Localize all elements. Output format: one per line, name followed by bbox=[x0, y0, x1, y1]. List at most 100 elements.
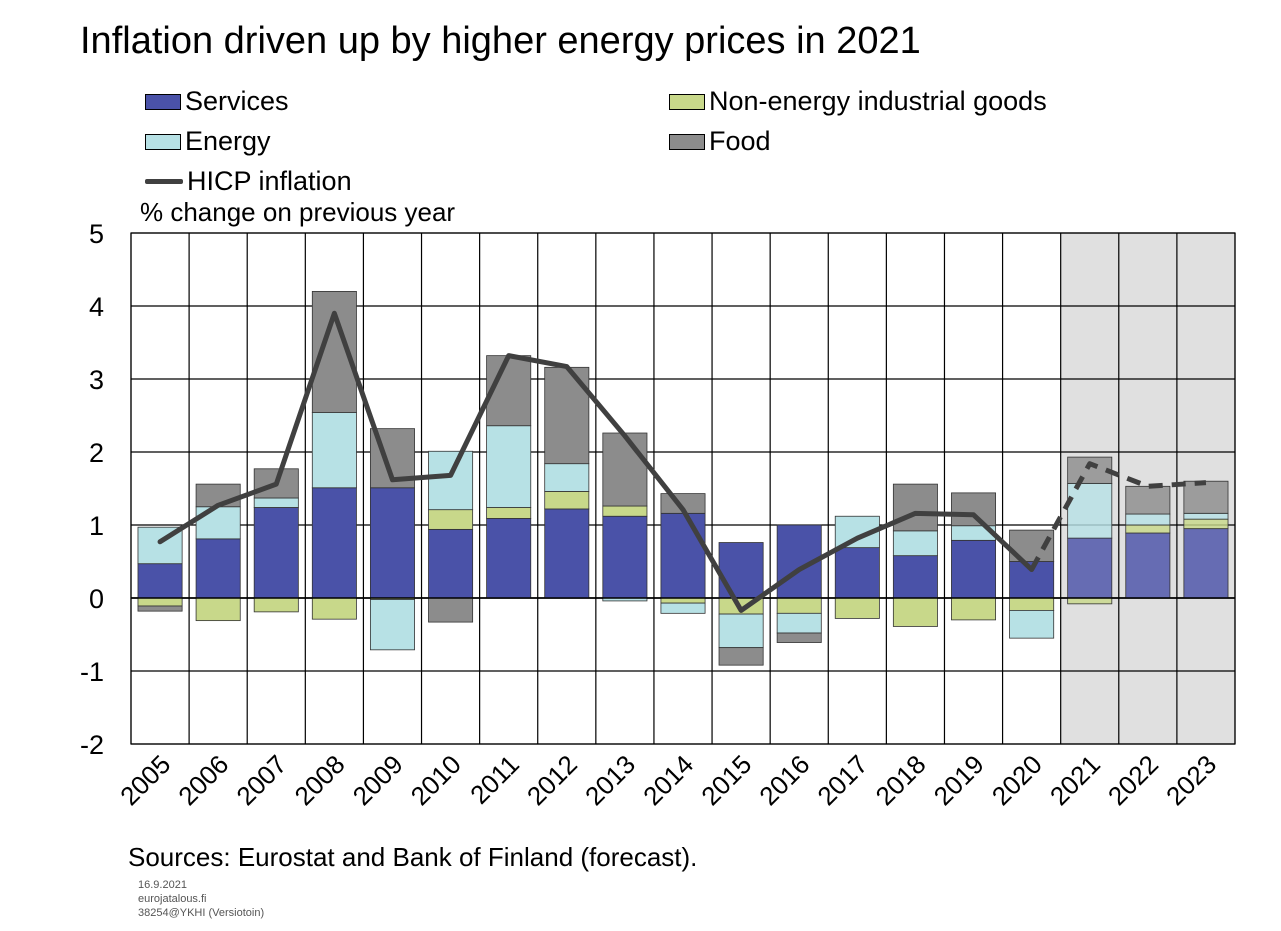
x-tick-label: 2021 bbox=[1044, 749, 1106, 811]
bar-services bbox=[1125, 532, 1171, 599]
legend-services-label: Services bbox=[185, 86, 289, 116]
bar-nonenergy bbox=[428, 509, 474, 530]
bar-services bbox=[1183, 528, 1229, 599]
x-tick-label: 2017 bbox=[811, 749, 873, 811]
bar-energy bbox=[1067, 482, 1113, 539]
bar-nonenergy bbox=[1009, 597, 1055, 611]
legend-energy-swatch bbox=[145, 133, 181, 150]
y-tick-label: 5 bbox=[89, 219, 104, 249]
bar-nonenergy bbox=[544, 491, 590, 510]
x-tick-label: 2015 bbox=[695, 749, 757, 811]
bar-food bbox=[1183, 480, 1229, 514]
bar-nonenergy bbox=[253, 597, 299, 613]
x-tick-label: 2007 bbox=[230, 749, 292, 811]
bar-nonenergy bbox=[486, 507, 532, 519]
bar-food bbox=[137, 605, 183, 612]
bar-services bbox=[311, 487, 357, 599]
bar-energy bbox=[195, 506, 241, 540]
bar-energy bbox=[544, 463, 590, 492]
bar-nonenergy bbox=[602, 505, 648, 517]
bar-services bbox=[544, 508, 590, 599]
plot-frame bbox=[130, 232, 1236, 745]
y-tick-label: 4 bbox=[89, 292, 104, 322]
sources-note: Sources: Eurostat and Bank of Finland (f… bbox=[128, 842, 698, 872]
bar-nonenergy bbox=[1067, 597, 1113, 605]
bar-energy bbox=[892, 530, 938, 557]
x-tick-label: 2010 bbox=[405, 749, 467, 811]
hicp-line-forecast bbox=[1029, 461, 1207, 571]
legend-food-swatch bbox=[669, 133, 705, 150]
bar-energy bbox=[311, 412, 357, 489]
bar-energy bbox=[253, 497, 299, 508]
bar-services bbox=[834, 547, 880, 599]
footer: 16.9.2021 eurojatalous.fi 38254@YKHI (Ve… bbox=[138, 878, 264, 920]
bar-nonenergy bbox=[776, 597, 822, 614]
bar-energy bbox=[660, 602, 706, 614]
bar-services bbox=[602, 515, 648, 599]
bar-food bbox=[1067, 456, 1113, 484]
bar-services bbox=[660, 512, 706, 599]
bar-energy bbox=[369, 599, 415, 651]
legend-hicp-line bbox=[145, 179, 183, 184]
x-tick-label: 2009 bbox=[347, 749, 409, 811]
bar-food bbox=[428, 597, 474, 623]
bar-food bbox=[1125, 485, 1171, 515]
x-tick-label: 2013 bbox=[579, 749, 641, 811]
x-tick-label: 2014 bbox=[637, 749, 699, 811]
bar-services bbox=[1067, 537, 1113, 599]
bar-food bbox=[718, 647, 764, 666]
y-tick-label: 3 bbox=[89, 365, 104, 395]
bar-nonenergy bbox=[1183, 518, 1229, 530]
legend-services-swatch bbox=[145, 93, 181, 110]
legend-nonenergy-label: Non-energy industrial goods bbox=[709, 86, 1047, 116]
y-tick-label: 0 bbox=[89, 584, 104, 614]
bar-services bbox=[253, 507, 299, 599]
bar-nonenergy bbox=[311, 597, 357, 620]
x-tick-label: 2008 bbox=[288, 749, 350, 811]
bar-nonenergy bbox=[1125, 524, 1171, 534]
hicp-line-actual bbox=[157, 310, 1035, 613]
y-tick-label: -1 bbox=[80, 657, 104, 687]
footer-date: 16.9.2021 bbox=[138, 879, 187, 891]
legend-hicp: HICP inflation bbox=[145, 166, 352, 197]
bar-services bbox=[428, 528, 474, 599]
bar-energy bbox=[1009, 610, 1055, 639]
x-tick-label: 2020 bbox=[986, 749, 1048, 811]
legend-food: Food bbox=[669, 126, 771, 157]
bar-food bbox=[951, 492, 997, 527]
bar-services bbox=[951, 539, 997, 599]
x-tick-label: 2006 bbox=[172, 749, 234, 811]
legend-energy-label: Energy bbox=[185, 126, 271, 156]
y-tick-label: -2 bbox=[80, 730, 104, 760]
x-tick-label: 2005 bbox=[114, 749, 176, 811]
bar-energy bbox=[1183, 512, 1229, 520]
bar-nonenergy bbox=[834, 597, 880, 619]
bar-food bbox=[602, 432, 648, 507]
x-tick-label: 2016 bbox=[753, 749, 815, 811]
bar-services bbox=[195, 538, 241, 599]
legend-food-label: Food bbox=[709, 126, 771, 156]
bar-energy bbox=[1125, 513, 1171, 526]
legend-hicp-label: HICP inflation bbox=[187, 166, 352, 196]
x-tick-label: 2019 bbox=[928, 749, 990, 811]
chart-title: Inflation driven up by higher energy pri… bbox=[80, 20, 921, 62]
footer-site: eurojatalous.fi bbox=[138, 893, 207, 905]
y-tick-label: 1 bbox=[89, 511, 104, 541]
y-unit-label: % change on previous year bbox=[140, 197, 456, 227]
bar-services bbox=[137, 563, 183, 599]
bar-services bbox=[369, 487, 415, 599]
bar-services bbox=[486, 518, 532, 599]
bar-food bbox=[776, 632, 822, 643]
bar-nonenergy bbox=[951, 597, 997, 621]
legend-energy: Energy bbox=[145, 126, 271, 157]
bar-energy bbox=[718, 613, 764, 649]
legend-services: Services bbox=[145, 86, 289, 117]
legend-nonenergy-swatch bbox=[669, 93, 705, 110]
legend-nonenergy: Non-energy industrial goods bbox=[669, 86, 1047, 117]
footer-code: 38254@YKHI (Versiotoin) bbox=[138, 907, 265, 919]
bar-energy bbox=[428, 450, 474, 511]
bar-nonenergy bbox=[892, 597, 938, 627]
x-tick-label: 2018 bbox=[870, 749, 932, 811]
bar-services bbox=[718, 542, 764, 599]
